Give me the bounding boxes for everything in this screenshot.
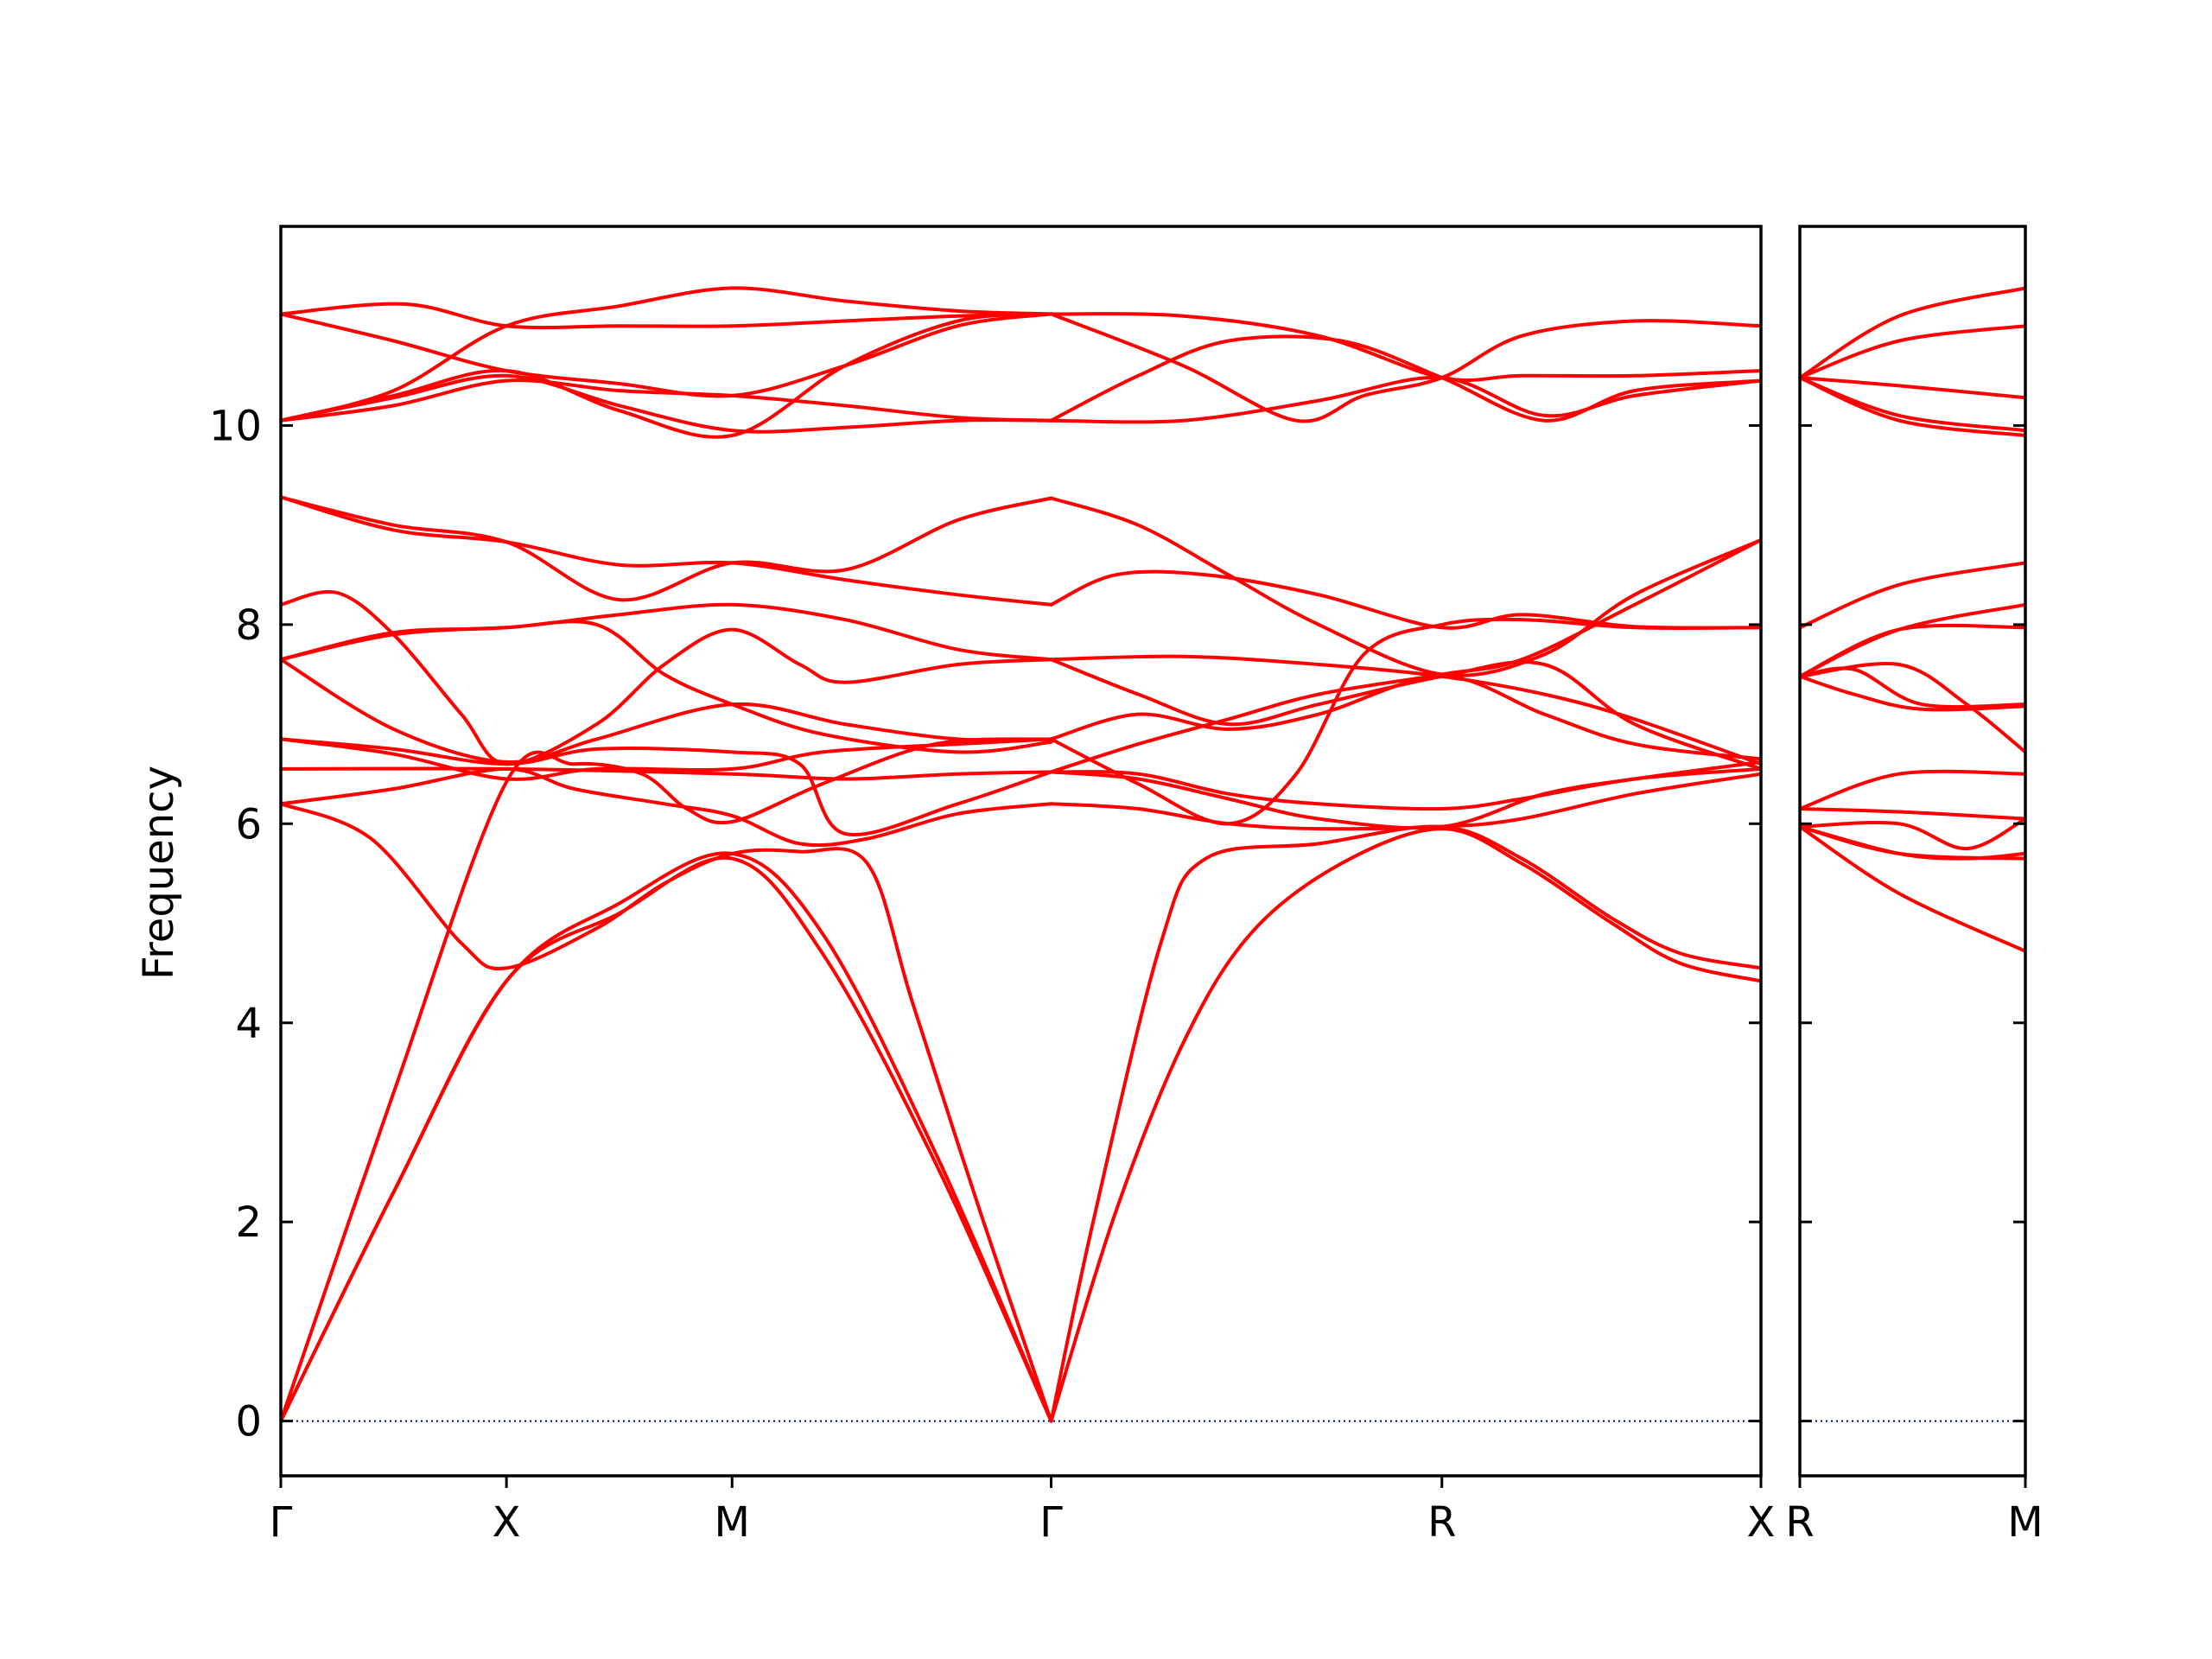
phonon-band-main-9 xyxy=(281,620,1053,754)
phonon-band-side-48 xyxy=(1800,769,2025,810)
phonon-band-main-4 xyxy=(281,802,1053,1423)
phonon-band-side-49 xyxy=(1800,807,2025,821)
phonon-band-main-33 xyxy=(1049,312,1761,383)
y-tick-label: 0 xyxy=(235,1398,262,1446)
phonon-band-side-41 xyxy=(1800,376,2025,433)
x-tick-label: Γ xyxy=(270,1498,293,1547)
phonon-band-side-42 xyxy=(1800,561,2025,630)
phonon-band-main-5 xyxy=(281,766,1053,848)
phonon-band-side-47 xyxy=(1800,662,2025,754)
phonon-band-main-22 xyxy=(1049,824,1761,1423)
phonon-band-main-8 xyxy=(281,737,1053,781)
plot-frame-side xyxy=(1798,225,2027,1478)
phonon-band-main-26 xyxy=(1049,617,1761,826)
x-tick-label: X xyxy=(493,1498,521,1547)
phonon-band-main-10 xyxy=(281,658,1053,764)
x-tick-label: R xyxy=(1427,1498,1456,1547)
phonon-band-main-20 xyxy=(281,373,1053,434)
phonon-band-main-14 xyxy=(281,495,1053,602)
phonon-band-main-11 xyxy=(281,589,1053,766)
x-tick-label: X xyxy=(1747,1498,1776,1547)
phonon-band-main-30 xyxy=(1049,654,1761,766)
phonon-band-side-44 xyxy=(1800,623,2025,678)
plot-frame-main xyxy=(279,225,1763,1478)
phonon-band-main-1 xyxy=(281,855,1053,1423)
y-tick-label: 8 xyxy=(235,601,262,650)
phonon-band-main-32 xyxy=(1049,496,1761,677)
phonon-band-main-15 xyxy=(281,302,1053,330)
phonon-band-main-27 xyxy=(1049,537,1761,774)
y-tick-label: 2 xyxy=(235,1198,262,1247)
phonon-band-main-17 xyxy=(281,286,1053,423)
x-tick-label: R xyxy=(1785,1498,1814,1547)
phonon-band-side-52 xyxy=(1800,824,2025,861)
phonon-band-main-2 xyxy=(281,851,1053,1423)
phonon-band-main-12 xyxy=(281,602,1053,662)
y-tick-label: 6 xyxy=(235,800,262,849)
phonon-band-main-21 xyxy=(1049,827,1761,1423)
phonon-band-main-3 xyxy=(281,737,1053,1423)
phonon-band-side-53 xyxy=(1800,824,2025,953)
phonon-band-side-51 xyxy=(1800,824,2025,861)
x-tick-label: M xyxy=(2007,1498,2043,1547)
phonon-band-main-34 xyxy=(1049,312,1761,423)
phonon-band-side-38 xyxy=(1800,324,2025,380)
phonon-band-main-35 xyxy=(1049,375,1761,424)
y-tick-label: 4 xyxy=(235,1000,262,1048)
phonon-band-side-43 xyxy=(1800,602,2025,678)
phonon-band-main-31 xyxy=(1049,569,1761,630)
phonon-band-main-13 xyxy=(281,495,1053,607)
phonon-band-main-18 xyxy=(281,378,1053,423)
phonon-band-main-19 xyxy=(281,312,1053,439)
phonon-band-side-39 xyxy=(1800,376,2025,400)
y-axis-label: Frequency xyxy=(135,766,183,980)
phonon-band-main-36 xyxy=(1049,334,1761,423)
phonon-band-main-6 xyxy=(281,766,1053,781)
phonon-band-main-7 xyxy=(281,737,1053,836)
bands-side-panel xyxy=(1800,286,2025,1422)
phonon-band-side-50 xyxy=(1800,817,2025,851)
bands-main-panel xyxy=(281,286,1761,1423)
y-tick-label: 10 xyxy=(209,402,262,450)
x-tick-label: M xyxy=(715,1498,750,1547)
phonon-band-main-25 xyxy=(1049,760,1761,830)
phonon-band-main-28 xyxy=(1049,674,1761,761)
phonon-band-main-29 xyxy=(1049,658,1761,771)
phonon-band-side-46 xyxy=(1800,674,2025,712)
x-tick-label: Γ xyxy=(1039,1498,1063,1547)
phonon-band-side-37 xyxy=(1800,286,2025,380)
